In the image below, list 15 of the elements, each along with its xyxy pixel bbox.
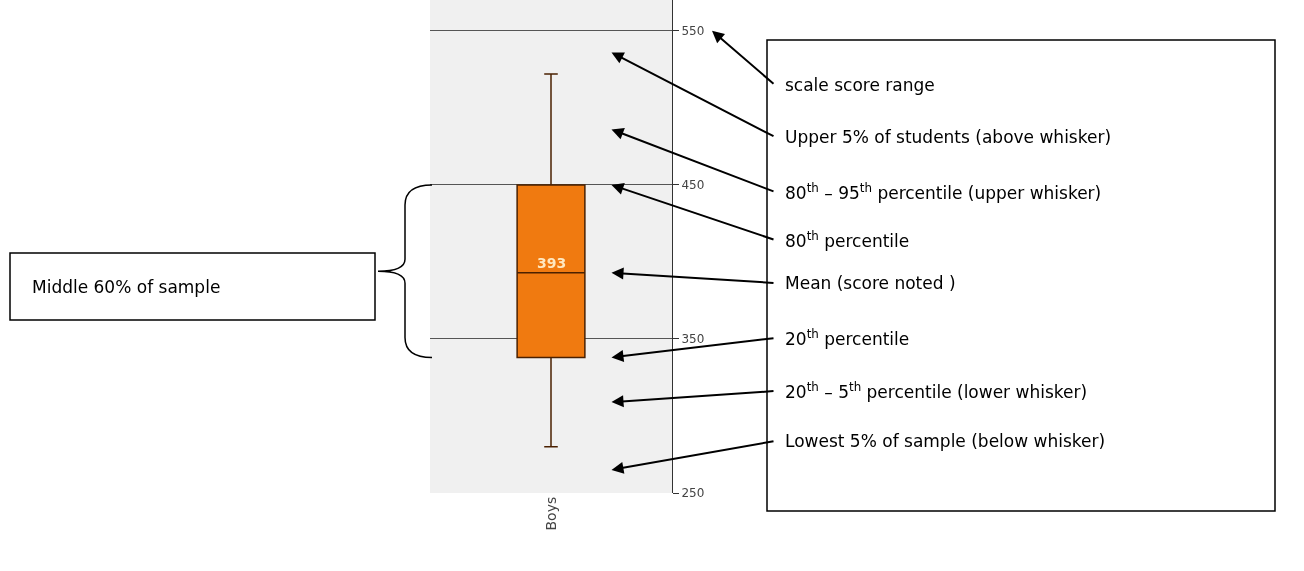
y-tick-label: 450 (681, 178, 705, 193)
text: Mean (score noted ) (785, 273, 956, 293)
text: Lowest 5% of sample (below whisker) (785, 431, 1106, 451)
text: Upper 5% of students (above whisker) (785, 127, 1112, 147)
x-tick-label: Boys (542, 496, 559, 531)
text: 80$^{th}$ – 95$^{th}$ percentile (upper whisker) (785, 181, 1102, 204)
annotation: 393 (537, 255, 567, 271)
y-tick-label: 550 (681, 24, 705, 39)
y-tick-label: 250 (681, 486, 705, 501)
text: 20$^{th}$ – 5$^{th}$ percentile (lower whisker) (785, 380, 1088, 403)
text: scale score range (785, 75, 935, 95)
text: 20$^{th}$ percentile (785, 327, 910, 350)
text: Middle 60% of sample (32, 277, 221, 297)
text: 80$^{th}$ percentile (785, 229, 910, 252)
y-tick-label: 350 (681, 332, 705, 347)
